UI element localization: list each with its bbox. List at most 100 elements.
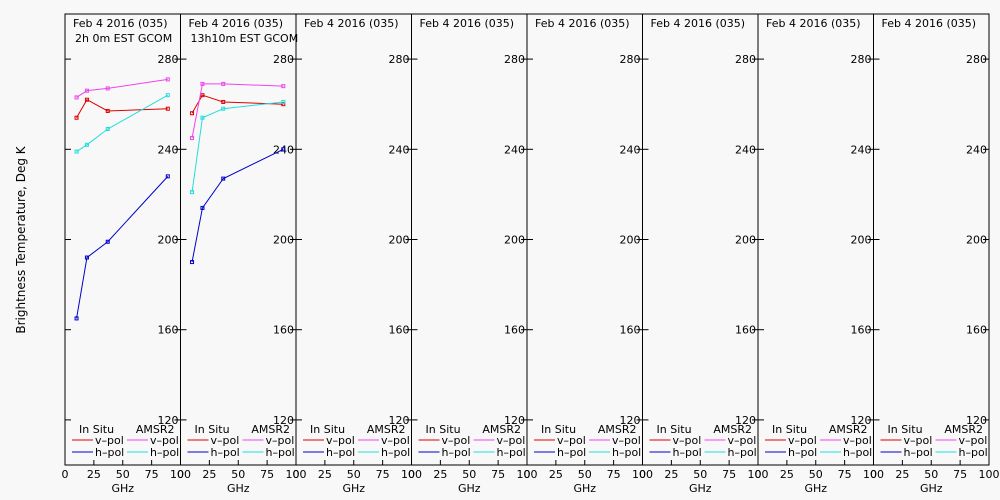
data-point-insitu_v xyxy=(281,102,286,107)
y-tick-label: 280 xyxy=(273,53,294,66)
data-point-amsr_v xyxy=(221,81,226,86)
data-point-insitu_v xyxy=(84,97,89,102)
legend-header-insitu: In Situ xyxy=(657,423,692,436)
x-axis-label: GHz xyxy=(458,482,481,495)
data-point-insitu_v xyxy=(165,106,170,111)
y-tick-label: 200 xyxy=(851,234,872,247)
x-tick-label: 50 xyxy=(231,468,245,481)
data-point-insitu_h xyxy=(190,260,195,265)
legend-label-insitu-v: v–pol xyxy=(326,434,355,447)
x-tick-label: 75 xyxy=(260,468,274,481)
y-tick-label: 240 xyxy=(966,143,987,156)
x-tick-label: 100 xyxy=(748,468,769,481)
legend-header-insitu: In Situ xyxy=(541,423,576,436)
x-tick-label: 50 xyxy=(809,468,823,481)
x-tick-label: 100 xyxy=(517,468,538,481)
series-line-amsr_v xyxy=(191,83,284,139)
x-axis-label: GHz xyxy=(689,482,712,495)
data-point-insitu_h xyxy=(74,316,79,321)
y-tick-label: 160 xyxy=(735,324,756,337)
data-point-insitu_h xyxy=(221,176,226,181)
x-tick-label: 75 xyxy=(722,468,736,481)
y-tick-label: 280 xyxy=(389,53,410,66)
data-point-amsr_h xyxy=(200,115,205,120)
x-axis-label: GHz xyxy=(111,482,134,495)
x-tick-label: 25 xyxy=(202,468,216,481)
legend-label-amsr-v: v–pol xyxy=(612,434,641,447)
y-tick-label: 280 xyxy=(158,53,179,66)
x-tick-label: 25 xyxy=(895,468,909,481)
data-point-insitu_h xyxy=(200,205,205,210)
x-axis-label: GHz xyxy=(920,482,943,495)
data-point-amsr_v xyxy=(105,86,110,91)
x-tick-label: 25 xyxy=(549,468,563,481)
x-tick-label: 100 xyxy=(286,468,307,481)
data-point-insitu_h xyxy=(165,174,170,179)
data-point-insitu_h xyxy=(84,255,89,260)
y-tick-label: 120 xyxy=(504,414,525,427)
y-tick-label: 120 xyxy=(966,414,987,427)
legend-label-amsr-h: h–pol xyxy=(612,446,641,459)
x-tick-label: 50 xyxy=(578,468,592,481)
x-tick-label: 75 xyxy=(376,468,390,481)
legend-label-amsr-v: v–pol xyxy=(959,434,988,447)
panel-4: Feb 4 2016 (035) 120 160 200 240 280 0 25 50 75 10… xyxy=(408,13,538,495)
x-tick-label: 75 xyxy=(145,468,159,481)
x-tick-label: 50 xyxy=(347,468,361,481)
data-point-insitu_h xyxy=(105,239,110,244)
y-tick-label: 160 xyxy=(966,324,987,337)
legend-label-amsr-v: v–pol xyxy=(497,434,526,447)
x-tick-label: 100 xyxy=(170,468,191,481)
legend-label-insitu-h: h–pol xyxy=(442,446,471,459)
data-point-insitu_v xyxy=(221,99,226,104)
data-point-amsr_v xyxy=(84,88,89,93)
legend-label-insitu-h: h–pol xyxy=(95,446,124,459)
x-tick-label: 50 xyxy=(116,468,130,481)
legend-header-amsr2: AMSR2 xyxy=(598,423,637,436)
data-point-amsr_h xyxy=(105,127,110,132)
legend-header-amsr2: AMSR2 xyxy=(367,423,406,436)
y-tick-label: 280 xyxy=(504,53,525,66)
x-tick-label: 0 xyxy=(408,468,415,481)
legend-label-insitu-h: h–pol xyxy=(557,446,586,459)
data-point-insitu_v xyxy=(74,115,79,120)
data-point-amsr_h xyxy=(281,99,286,104)
data-point-insitu_h xyxy=(281,147,286,152)
legend-label-amsr-h: h–pol xyxy=(728,446,757,459)
legend-header-insitu: In Situ xyxy=(426,423,461,436)
y-tick-label: 120 xyxy=(851,414,872,427)
series-line-amsr_h xyxy=(191,101,284,193)
data-point-amsr_h xyxy=(190,190,195,195)
y-tick-label: 160 xyxy=(158,324,179,337)
legend-label-insitu-v: v–pol xyxy=(788,434,817,447)
legend-label-insitu-h: h–pol xyxy=(788,446,817,459)
legend-label-insitu-v: v–pol xyxy=(673,434,702,447)
y-tick-label: 160 xyxy=(620,324,641,337)
legend-label-amsr-v: v–pol xyxy=(843,434,872,447)
x-tick-label: 0 xyxy=(639,468,646,481)
x-axis-label: GHz xyxy=(804,482,827,495)
y-tick-label: 280 xyxy=(966,53,987,66)
x-tick-label: 75 xyxy=(607,468,621,481)
panel-title: Feb 4 2016 (035) xyxy=(882,17,977,30)
y-tick-label: 240 xyxy=(389,143,410,156)
x-tick-label: 25 xyxy=(433,468,447,481)
panel-8: Feb 4 2016 (035) 120 160 200 240 280 0 25 50 75 10… xyxy=(870,13,1000,495)
legend-label-insitu-h: h–pol xyxy=(673,446,702,459)
legend-header-amsr2: AMSR2 xyxy=(944,423,983,436)
x-tick-label: 25 xyxy=(318,468,332,481)
panel-title: Feb 4 2016 (035) xyxy=(189,17,284,30)
panel-title: Feb 4 2016 (035) xyxy=(73,17,168,30)
panel-7: Feb 4 2016 (035) 120 160 200 240 280 0 25 50 75 10… xyxy=(755,13,884,495)
panel-title: Feb 4 2016 (035) xyxy=(651,17,746,30)
panel-title: Feb 4 2016 (035) xyxy=(304,17,399,30)
data-point-amsr_v xyxy=(200,81,205,86)
y-tick-label: 160 xyxy=(273,324,294,337)
series-line-insitu_v xyxy=(76,99,168,118)
data-point-amsr_h xyxy=(74,149,79,154)
y-tick-label: 160 xyxy=(851,324,872,337)
x-tick-label: 100 xyxy=(863,468,884,481)
